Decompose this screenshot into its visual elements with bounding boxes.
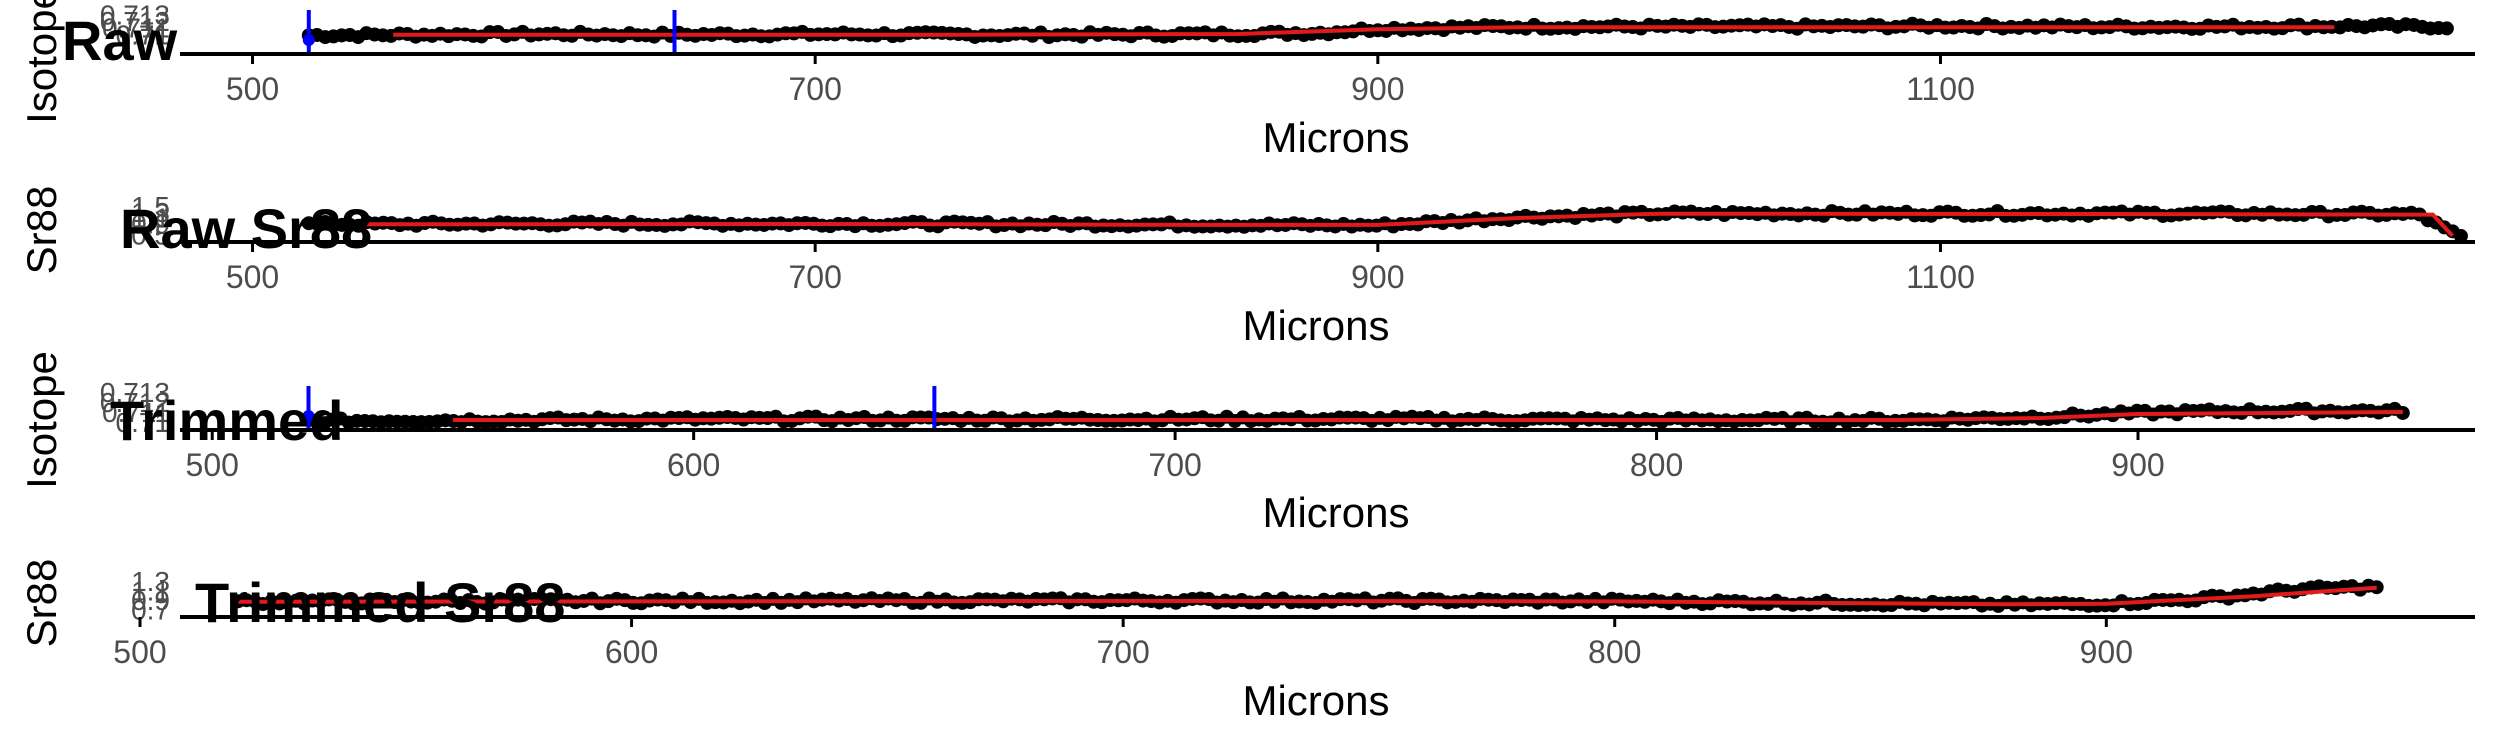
x-tick-label: 900 (2080, 634, 2133, 670)
x-tick-label: 500 (186, 447, 239, 483)
smooth-line (238, 585, 2377, 607)
x-tick-label: 500 (226, 259, 279, 295)
x-tick-label: 800 (1588, 634, 1641, 670)
x-tick-label: 1100 (1906, 259, 1975, 295)
x-axis-title: Microns (1262, 114, 1409, 161)
y-tick-label: 0.712 (100, 387, 170, 418)
y-tick-label: 1.3 (131, 197, 170, 228)
x-tick-label: 500 (226, 71, 279, 107)
y-tick-label: 0.9 (131, 585, 170, 616)
y-tick-label: 1.1 (131, 203, 170, 234)
panel-trimmed-sr88: Sr88 Microns 0.70.91.11.3 500 600 700 800 900… (18, 559, 2475, 724)
x-tick-label: 700 (1148, 447, 1201, 483)
x-tick-label: 900 (1351, 259, 1404, 295)
x-tick-label: 700 (1096, 634, 1149, 670)
y-tick-label: 0.5 (131, 220, 170, 251)
x-tick-label: 900 (1351, 71, 1404, 107)
y-tick-label: 1.5 (131, 191, 170, 222)
y-tick-label: 0.9 (131, 208, 170, 239)
y-tick-label: 0.71 (116, 407, 171, 438)
x-tick-label: 600 (605, 634, 658, 670)
y-axis-title: Sr88 (18, 186, 65, 275)
x-axis-title: Microns (1262, 489, 1409, 536)
panel-title: Raw (62, 9, 178, 72)
panel-title: Raw Sr88 (120, 197, 372, 260)
data-point (2369, 580, 2384, 595)
x-tick-label: 500 (113, 634, 166, 670)
smooth-line (393, 25, 2335, 37)
y-tick-label: 0.712 (100, 6, 170, 37)
data-point (2453, 228, 2468, 243)
x-tick-label: 600 (667, 447, 720, 483)
window-marker-point (302, 34, 315, 46)
panel-title: Trimmed Sr88 (195, 571, 565, 634)
y-tick-label: 0.711 (102, 397, 170, 428)
panel-raw-sr88: Sr88 Microns 0.50.91.11.31.5 500 700 900 110… (18, 186, 2475, 349)
y-tick-label: 0.71 (116, 19, 171, 50)
smooth-line (365, 211, 2454, 238)
x-tick-label: 700 (788, 71, 841, 107)
data-point (2439, 21, 2454, 36)
x-tick-label: 900 (2111, 447, 2164, 483)
y-axis-title: Isotope (18, 0, 65, 124)
y-tick-label: 1.3 (131, 566, 170, 597)
y-tick-label: 0.711 (102, 13, 170, 44)
y-tick-label: 0.7 (131, 594, 170, 625)
y-axis-title: Isotope (18, 351, 65, 489)
y-tick-label: 1.1 (131, 575, 170, 606)
y-axis-title: Sr88 (18, 559, 65, 648)
panel-title: Trimmed (110, 389, 343, 452)
x-tick-label: 800 (1630, 447, 1683, 483)
window-marker-point (302, 410, 315, 422)
y-tick-label: 0.713 (100, 0, 170, 30)
x-tick-label: 1100 (1906, 71, 1975, 107)
y-tick-label: 0.713 (100, 377, 170, 408)
x-axis-title: Microns (1242, 302, 1389, 349)
x-axis-title: Microns (1242, 677, 1389, 724)
x-tick-label: 700 (788, 259, 841, 295)
